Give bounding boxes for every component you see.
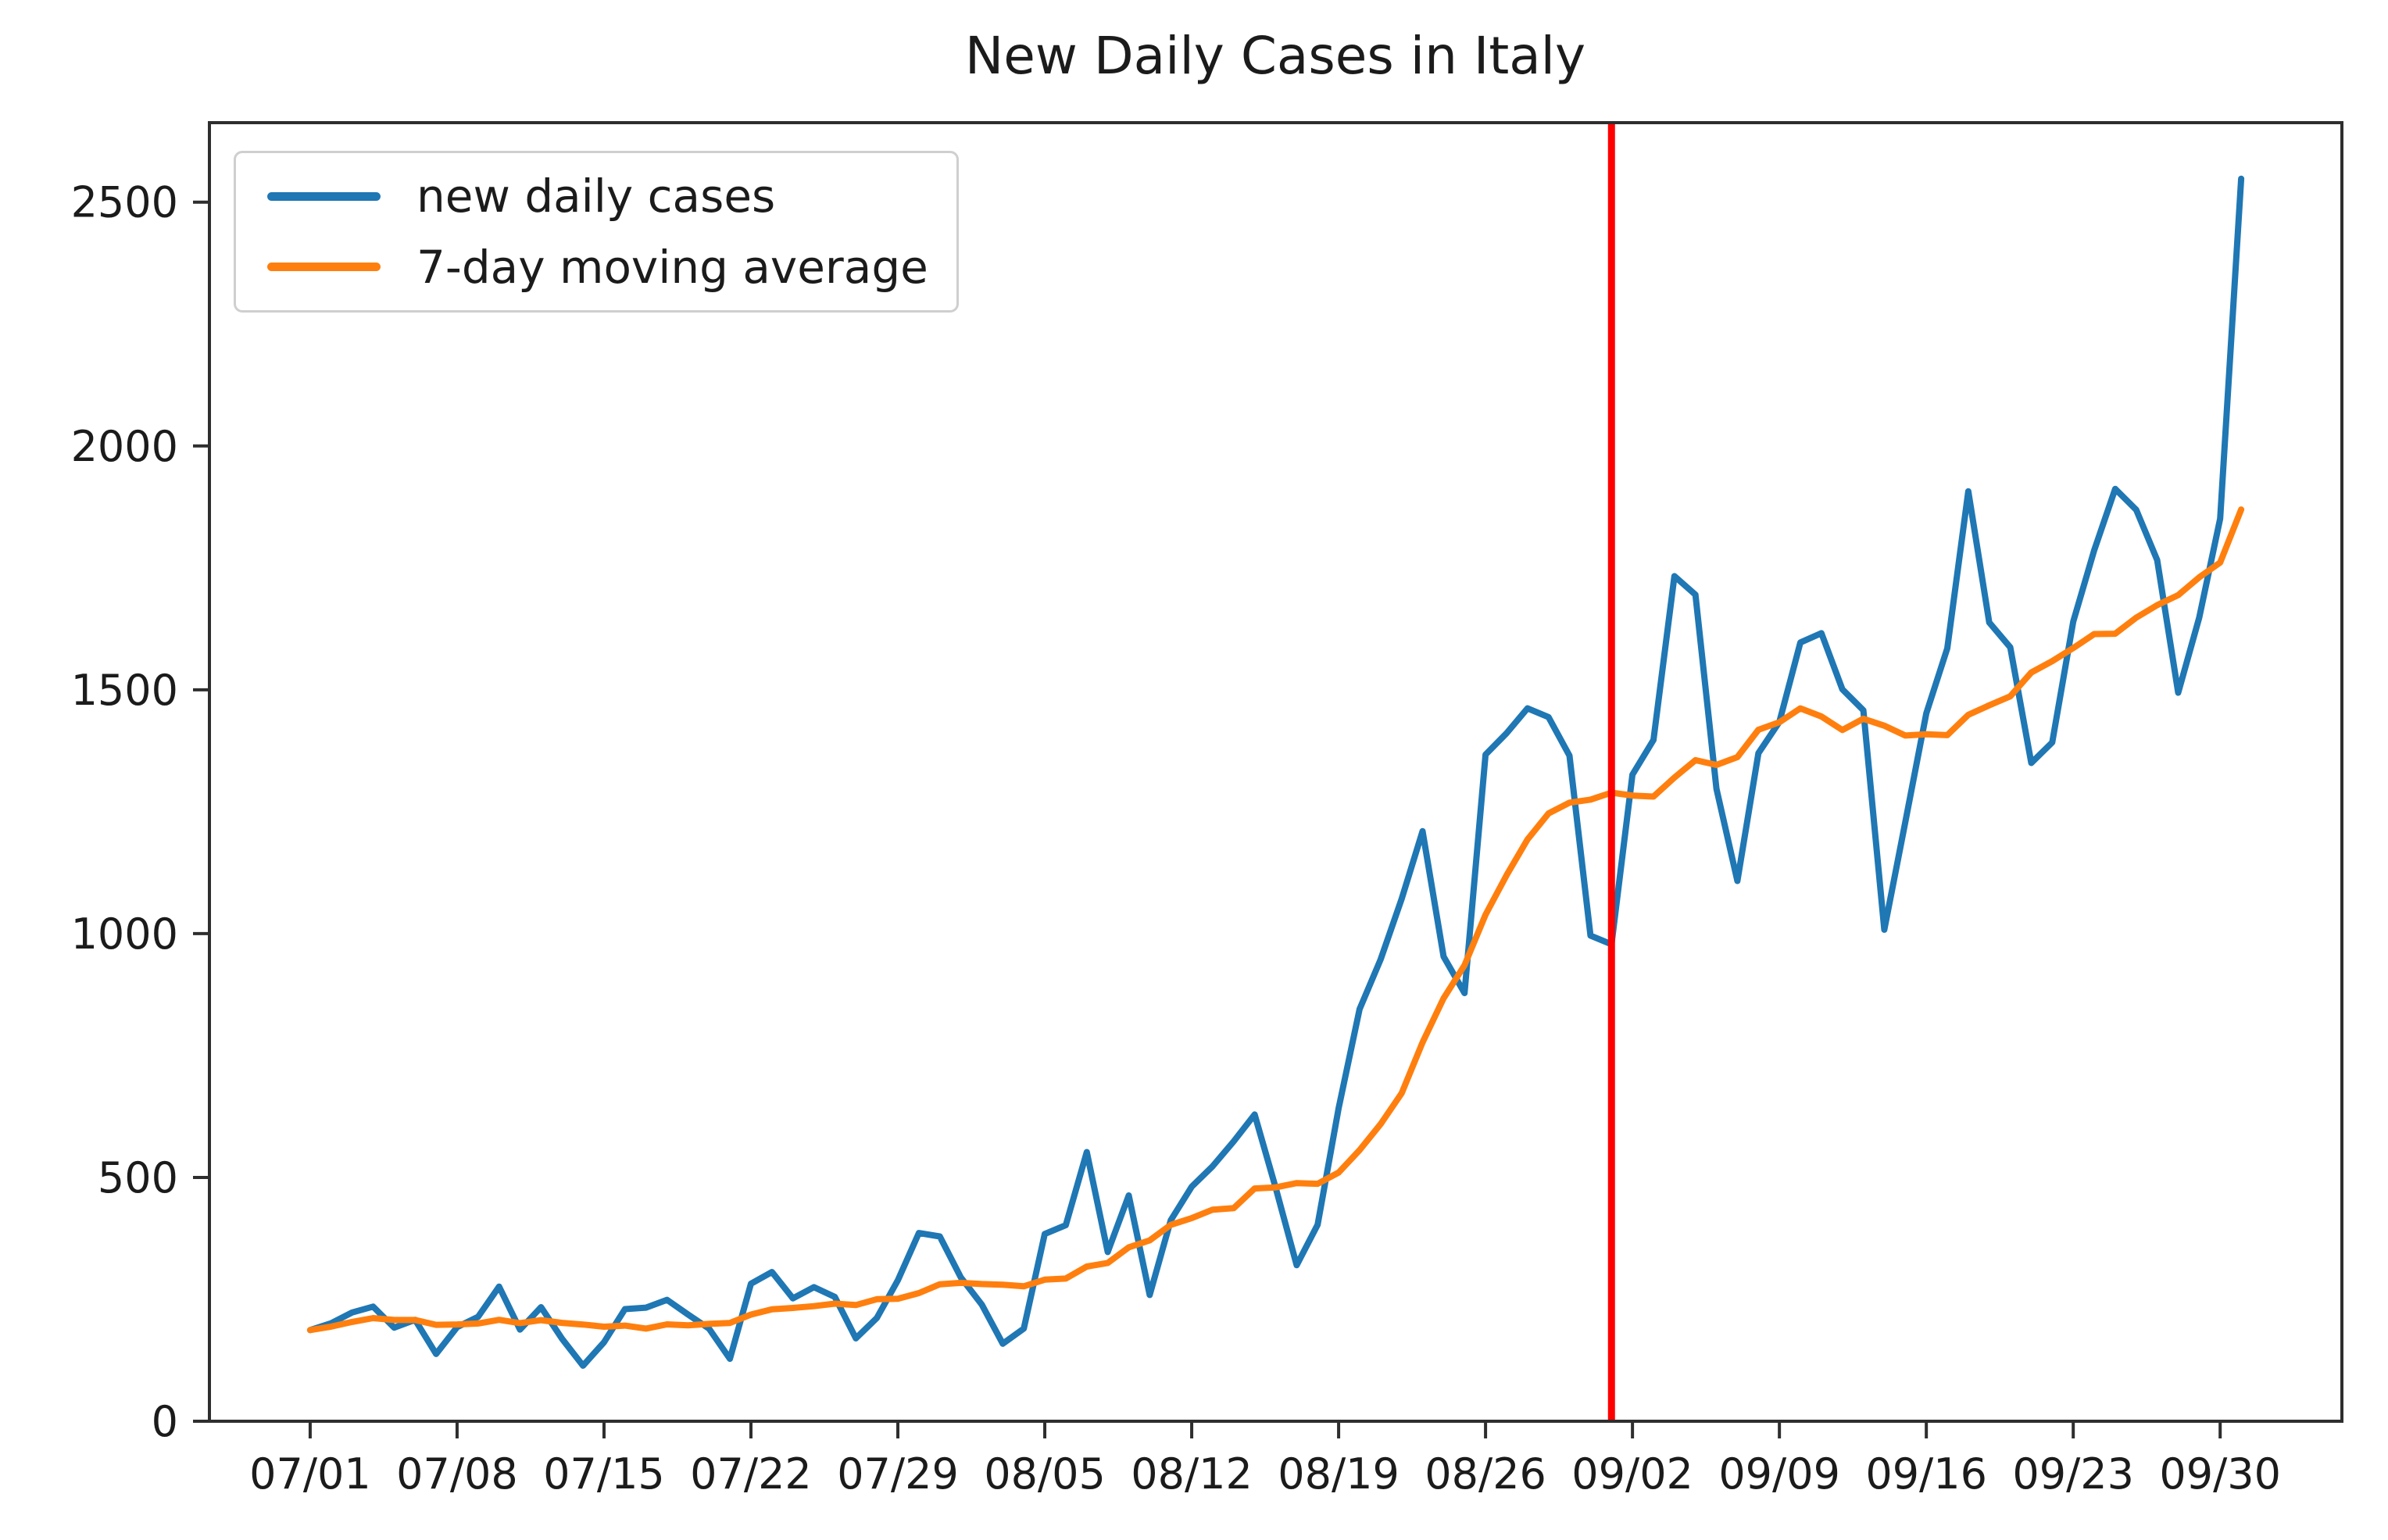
x-tick-label: 08/19: [1278, 1449, 1400, 1499]
plot-border: [208, 121, 2343, 1423]
legend-label-moving-average: 7-day moving average: [416, 240, 928, 294]
legend: new daily cases 7-day moving average: [234, 151, 959, 313]
x-tick-label: 07/08: [396, 1449, 518, 1499]
x-tick-label: 08/12: [1131, 1449, 1253, 1499]
x-tick-label: 09/09: [1718, 1449, 1840, 1499]
x-tick-label: 07/29: [837, 1449, 959, 1499]
y-tick-label: 1000: [71, 909, 178, 959]
x-tick-label: 08/26: [1425, 1449, 1546, 1499]
x-tick-label: 08/05: [984, 1449, 1106, 1499]
moving-average-line: [306, 506, 2245, 1334]
legend-item-moving-average: 7-day moving average: [236, 245, 956, 290]
x-tick-label: 09/23: [2012, 1449, 2134, 1499]
orange-line-swatch-icon: [267, 263, 381, 272]
y-tick-label: 2500: [71, 178, 178, 227]
x-tick-label: 09/16: [1865, 1449, 1987, 1499]
legend-item-new-daily-cases: new daily cases: [236, 173, 956, 219]
chart-title: New Daily Cases in Italy: [964, 26, 1586, 86]
legend-label-new-daily-cases: new daily cases: [416, 170, 776, 223]
x-tick-label: 07/15: [543, 1449, 665, 1499]
x-axis-ticks: 07/01 07/08 07/15 07/22 07/29 08/05 08/12 08/19…: [249, 1421, 2281, 1499]
y-axis-ticks: 0 500 1000 1500 2000 2500: [71, 178, 209, 1446]
y-tick-label: 1500: [71, 666, 178, 715]
y-tick-label: 2000: [71, 422, 178, 471]
y-tick-label: 0: [152, 1397, 178, 1446]
x-tick-label: 07/22: [690, 1449, 812, 1499]
x-tick-label: 09/02: [1571, 1449, 1693, 1499]
plot-area: [209, 123, 2342, 1421]
blue-line-swatch-icon: [267, 191, 381, 201]
x-tick-label: 09/30: [2159, 1449, 2281, 1499]
x-tick-label: 07/01: [249, 1449, 371, 1499]
y-tick-label: 500: [98, 1153, 178, 1202]
